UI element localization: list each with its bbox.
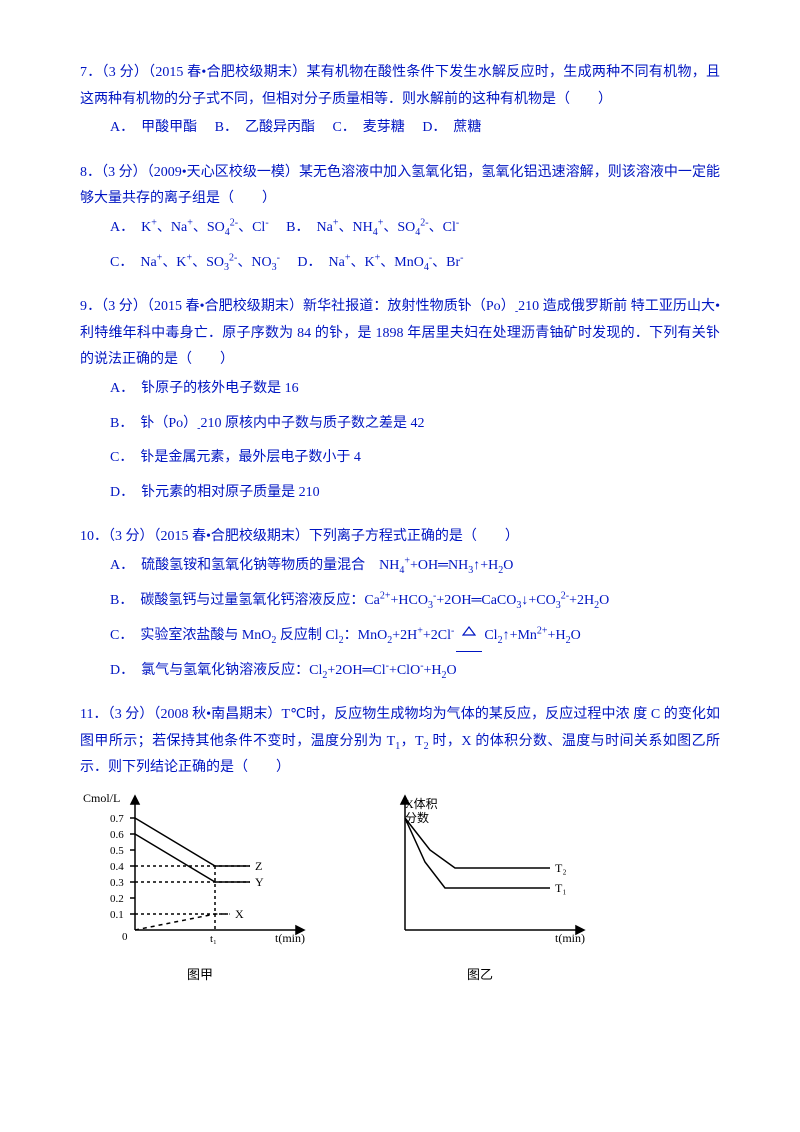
svg-text:t₁: t₁ [210,933,217,945]
q9-opt-b: B． 钋（Po）-210 原核内中子数与质子数之差是 42 [110,411,720,438]
q8-opt-a: A． K+、Na+、SO42-、Cl- [110,220,269,235]
svg-text:0.5: 0.5 [110,845,124,857]
fig1-ylabel: Cmol/L [83,791,120,805]
fig1-caption: 图甲 [80,963,320,988]
q8-row-2: C． Na+、K+、SO32-、NO3- D． Na+、K+、MnO4-、Br- [110,250,720,277]
q9-opt-a: A． 钋原子的核外电子数是 16 [110,376,720,403]
q10-opt-c: C． 实验室浓盐酸与 MnO2 反应制 Cl2：MnO2+2H++2Cl-Cl2… [110,622,720,650]
q8-opt-b: B． Na+、NH4+、SO42-、Cl- [286,220,459,235]
q7-opt-a: A． 甲酸甲酯 [110,120,197,135]
q8-opt-d: D． Na+、K+、MnO4-、Br- [297,255,463,270]
fig2-caption: 图乙 [360,963,600,988]
question-11: 11．（3 分）（2008 秋•南昌期末）T℃时，反应物生成物均为气体的某反应，… [80,702,720,987]
svg-text:0.7: 0.7 [110,813,124,825]
q11-figures: Cmol/L 0.7 0.6 0.5 0.4 0.3 0.2 0.1 0 Z Y… [80,790,720,987]
q7-opt-c: C． 麦芽糖 [332,120,404,135]
q7-options: A． 甲酸甲酯 B． 乙酸异丙酯 C． 麦芽糖 D． 蔗糖 [80,115,720,142]
q7-opt-d: D． 蔗糖 [422,120,481,135]
q9-stem: 9．（3 分）（2015 春•合肥校级期末）新华社报道：放射性物质钋（Po）-2… [80,294,720,374]
triangle-icon [462,626,476,636]
q10-opt-b: B． 碳酸氢钙与过量氢氧化钙溶液反应：Ca2++HCO3-+2OH═CaCO3↓… [110,588,720,615]
svg-text:X: X [235,907,244,921]
svg-text:0.2: 0.2 [110,893,124,905]
svg-text:0.1: 0.1 [110,909,124,921]
svg-text:t(min): t(min) [275,931,305,945]
q10-options: A． 硫酸氢铵和氢氧化钠等物质的量混合 NH4++OH═NH3↑+H2O B． … [80,553,720,684]
q10-stem: 10．（3 分）（2015 春•合肥校级期末）下列离子方程式正确的是（ ） [80,524,720,551]
q11-stem: 11．（3 分）（2008 秋•南昌期末）T℃时，反应物生成物均为气体的某反应，… [80,702,720,782]
chart-jia: Cmol/L 0.7 0.6 0.5 0.4 0.3 0.2 0.1 0 Z Y… [80,790,320,950]
heat-arrow [456,624,482,652]
q9-options: A． 钋原子的核外电子数是 16 B． 钋（Po）-210 原核内中子数与质子数… [80,376,720,506]
svg-text:0.3: 0.3 [110,877,124,889]
question-10: 10．（3 分）（2015 春•合肥校级期末）下列离子方程式正确的是（ ） A．… [80,524,720,684]
question-7: 7．（3 分）（2015 春•合肥校级期末）某有机物在酸性条件下发生水解反应时，… [80,60,720,142]
svg-text:0.4: 0.4 [110,861,124,873]
figure-jia: Cmol/L 0.7 0.6 0.5 0.4 0.3 0.2 0.1 0 Z Y… [80,790,320,987]
q8-stem: 8．（3 分）（2009•天心区校级一模）某无色溶液中加入氢氧化铝，氢氧化铝迅速… [80,160,720,213]
q8-row-1: A． K+、Na+、SO42-、Cl- B． Na+、NH4+、SO42-、Cl… [110,215,720,242]
chart-yi: X体积 分数 T₂ T₁ t(min) [360,790,600,950]
q9-opt-d: D． 钋元素的相对原子质量是 210 [110,480,720,507]
svg-text:Z: Z [255,859,262,873]
svg-text:0: 0 [122,931,128,943]
svg-text:Y: Y [255,875,264,889]
question-8: 8．（3 分）（2009•天心区校级一模）某无色溶液中加入氢氧化铝，氢氧化铝迅速… [80,160,720,276]
svg-text:T₁: T₁ [555,881,567,895]
q8-options: A． K+、Na+、SO42-、Cl- B． Na+、NH4+、SO42-、Cl… [80,215,720,276]
q7-opt-b: B． 乙酸异丙酯 [215,120,315,135]
q8-opt-c: C． Na+、K+、SO32-、NO3- [110,255,280,270]
svg-text:0.6: 0.6 [110,829,124,841]
svg-text:t(min): t(min) [555,931,585,945]
svg-text:X体积: X体积 [405,797,438,811]
question-9: 9．（3 分）（2015 春•合肥校级期末）新华社报道：放射性物质钋（Po）-2… [80,294,720,506]
svg-text:分数: 分数 [405,810,429,825]
figure-yi: X体积 分数 T₂ T₁ t(min) 图乙 [360,790,600,987]
q10-opt-d: D． 氯气与氢氧化钠溶液反应：Cl2+2OH═Cl-+ClO-+H2O [110,658,720,685]
q10-opt-a: A． 硫酸氢铵和氢氧化钠等物质的量混合 NH4++OH═NH3↑+H2O [110,553,720,580]
q9-opt-c: C． 钋是金属元素，最外层电子数小于 4 [110,445,720,472]
q7-stem: 7．（3 分）（2015 春•合肥校级期末）某有机物在酸性条件下发生水解反应时，… [80,60,720,113]
svg-text:T₂: T₂ [555,861,567,875]
